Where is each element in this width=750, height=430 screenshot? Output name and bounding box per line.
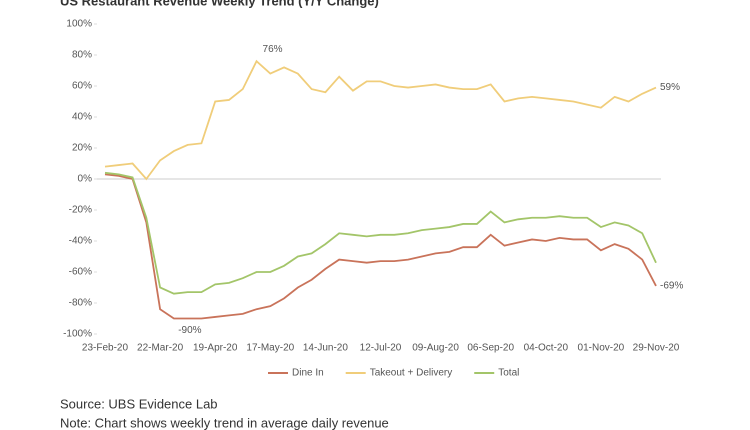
x-tick-label: 19-Apr-20 (193, 343, 238, 354)
legend-label: Total (498, 368, 519, 379)
y-tick-label: 80% (72, 50, 92, 61)
y-tick-label: 100% (66, 19, 92, 30)
source: Source: UBS Evidence Lab (60, 396, 218, 411)
y-tick-label: 40% (72, 112, 92, 123)
data-label: -90% (178, 325, 201, 336)
y-tick-label: 60% (72, 81, 92, 92)
x-tick-label: 22-Mar-20 (137, 343, 184, 354)
y-tick-label: -60% (69, 267, 92, 278)
legend-label: Takeout + Delivery (370, 368, 453, 379)
x-tick-label: 01-Nov-20 (578, 343, 625, 354)
data-label: 76% (263, 44, 283, 55)
x-tick-label: 09-Aug-20 (412, 343, 459, 354)
line (104, 171, 657, 295)
x-tick-label: 14-Jun-20 (303, 343, 348, 354)
x-tick-label: 23-Feb-20 (82, 343, 129, 354)
line (104, 59, 657, 181)
chart-title: US Restaurant Revenue Weekly Trend (Y/Y … (60, 0, 379, 8)
x-tick-label: 17-May-20 (246, 343, 294, 354)
note: Note: Chart shows weekly trend in averag… (60, 415, 389, 430)
data-label: 59% (660, 82, 680, 93)
data-label: -69% (660, 281, 683, 292)
y-tick-label: -20% (69, 205, 92, 216)
y-tick-label: -40% (69, 236, 92, 247)
y-tick-label: 0% (78, 174, 93, 185)
y-tick-label: -100% (63, 329, 92, 340)
line (104, 173, 657, 320)
legend-label: Dine In (292, 368, 324, 379)
x-tick-label: 29-Nov-20 (633, 343, 680, 354)
x-tick-label: 06-Sep-20 (467, 343, 514, 354)
x-tick-label: 04-Oct-20 (524, 343, 569, 354)
y-tick-label: -80% (69, 298, 92, 309)
x-tick-label: 12-Jul-20 (360, 343, 402, 354)
y-tick-label: 20% (72, 143, 92, 154)
